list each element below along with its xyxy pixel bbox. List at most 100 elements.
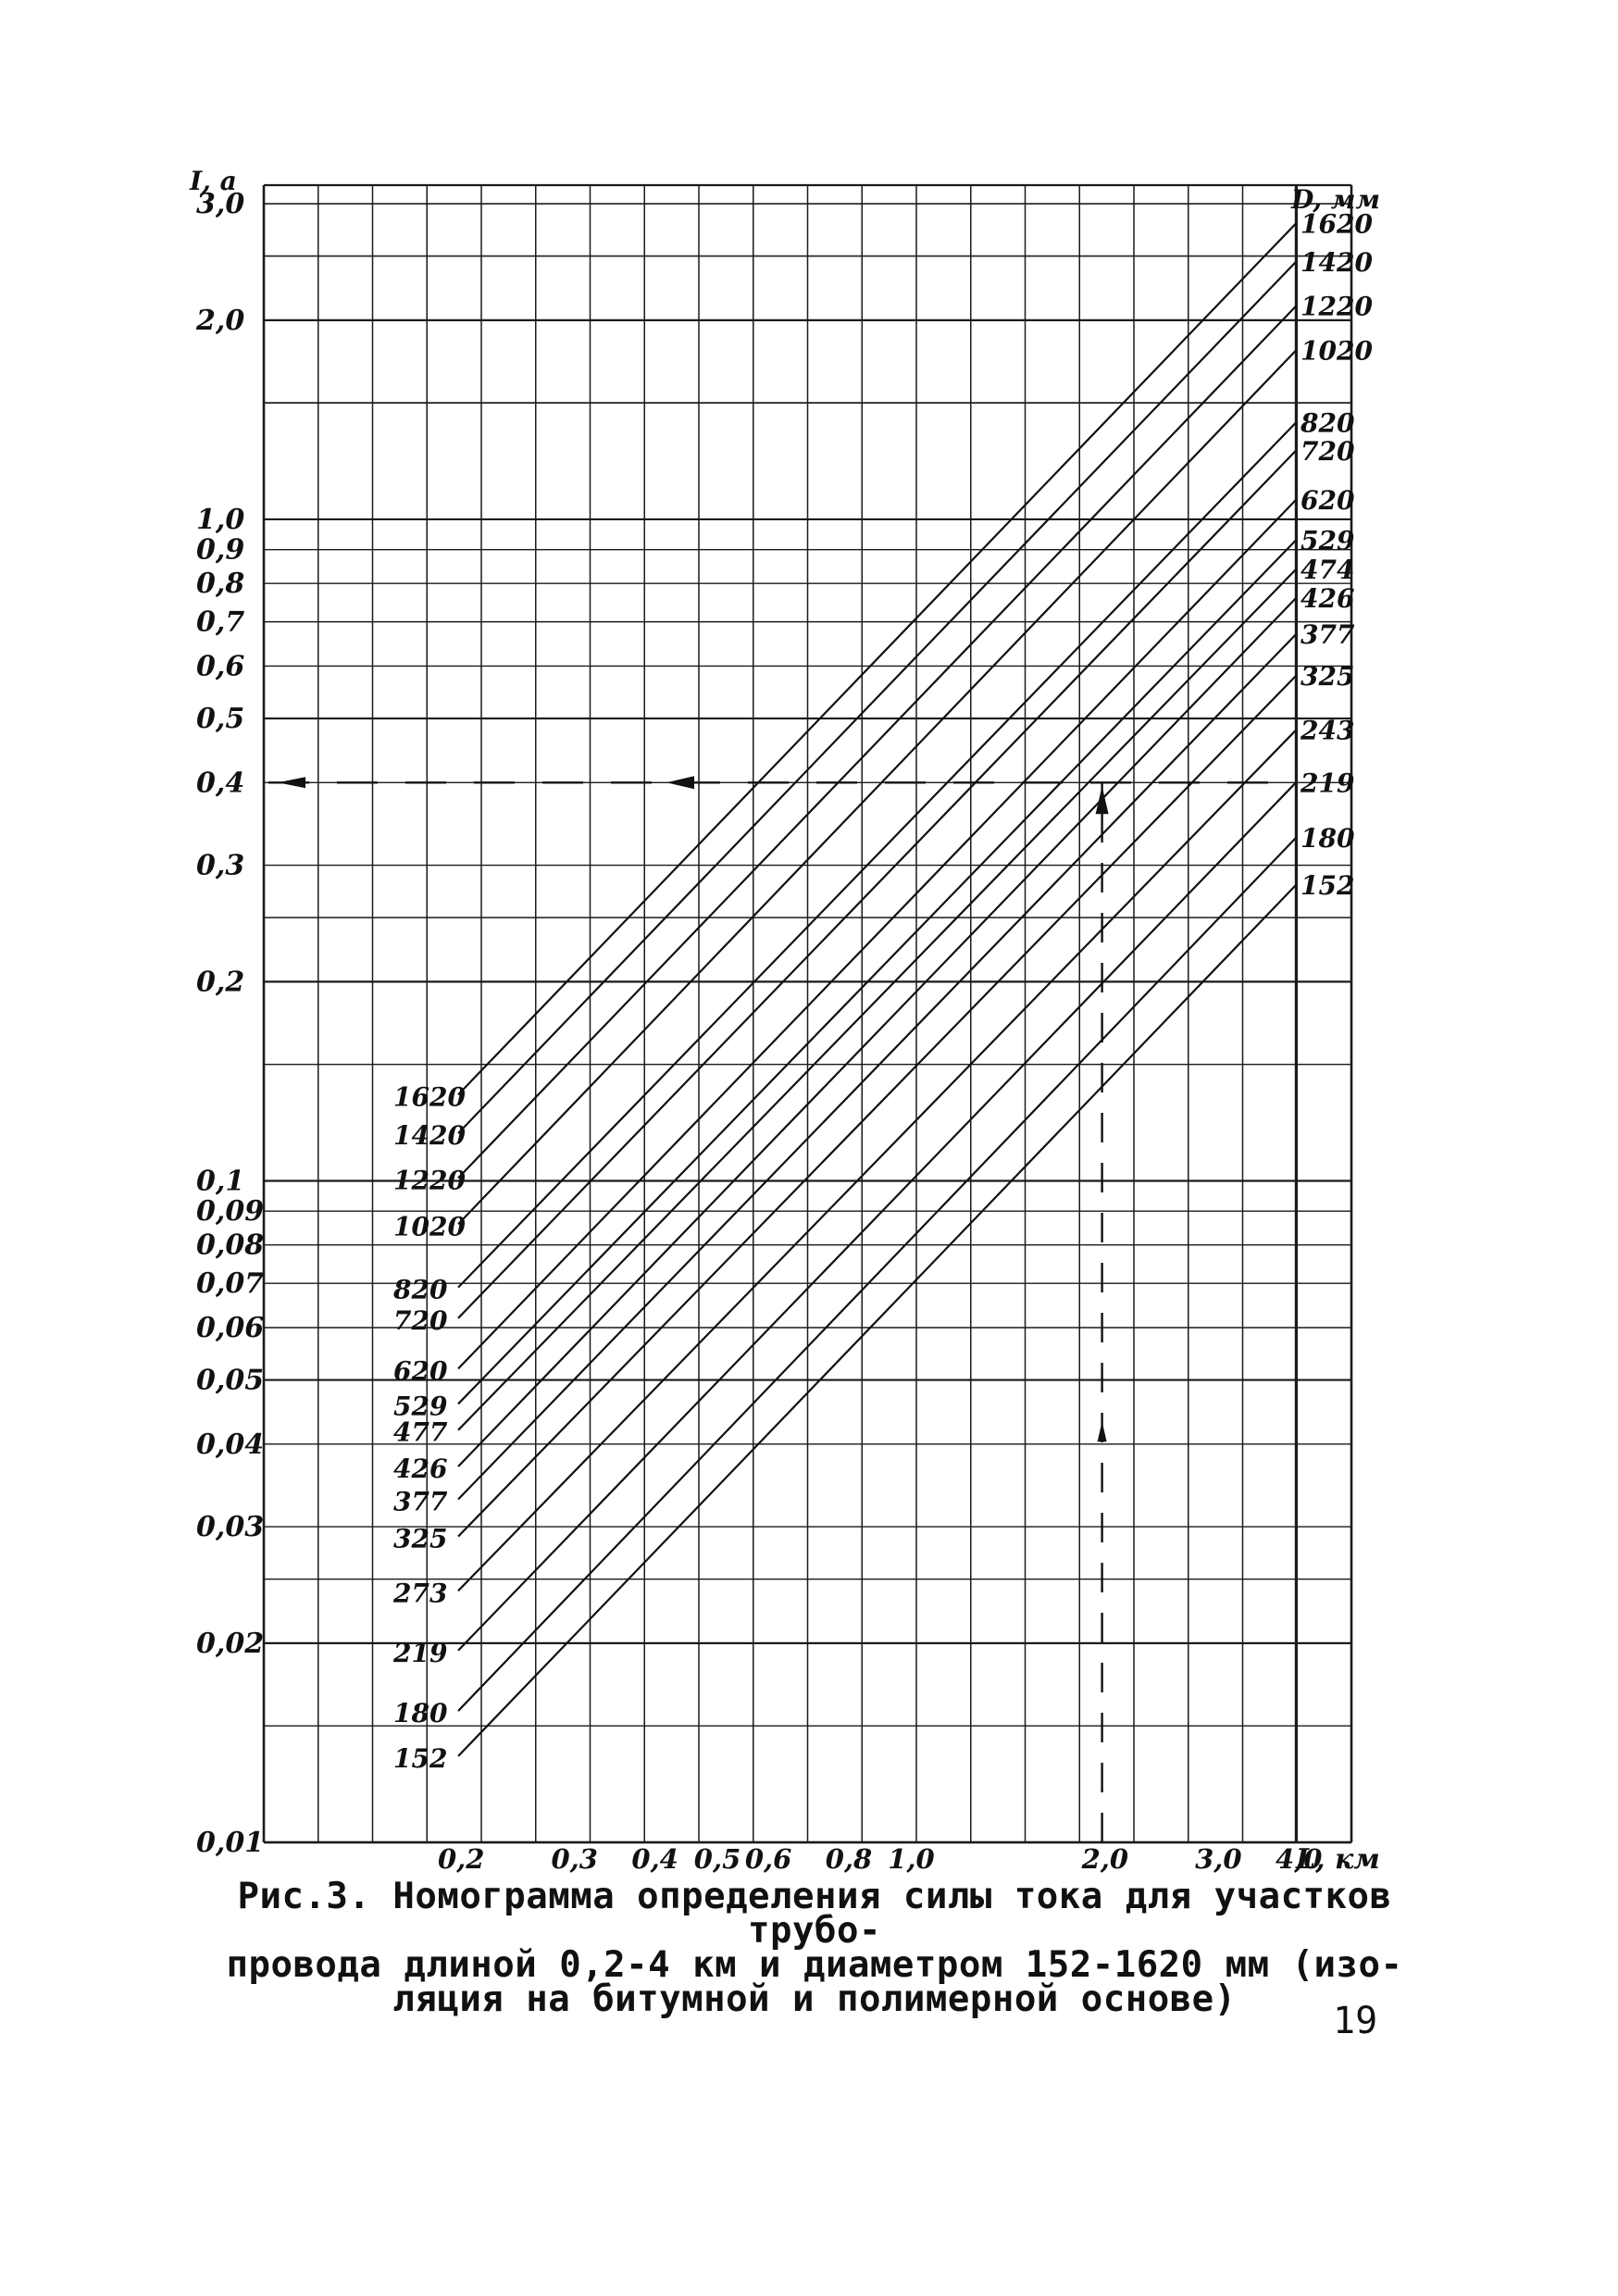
diameter-line-820 [457, 421, 1297, 1289]
y-tick-label: 0,4 [196, 767, 244, 799]
example-arrow-left-mid [666, 776, 694, 790]
caption-line-2: провода длиной 0,2-4 км и диаметром 152-… [226, 1944, 1403, 1986]
diameter-line-426 [457, 597, 1297, 1467]
example-arrow-left [278, 777, 305, 789]
y-tick-label: 0,01 [196, 1827, 264, 1859]
caption-line-1: Рис.3. Номограмма определения силы тока … [237, 1876, 1392, 1952]
diameter-line-474 [457, 568, 1297, 1431]
left-diameter-label: 620 [393, 1355, 448, 1386]
chart-frame [264, 183, 1351, 1844]
left-diameter-label: 477 [393, 1417, 448, 1448]
left-diameter-label: 152 [393, 1743, 447, 1774]
left-diameter-label: 720 [393, 1305, 448, 1336]
right-diameter-label: 219 [1300, 767, 1354, 798]
diameter-line-219 [457, 781, 1297, 1652]
y-tick-label: 0,2 [196, 966, 244, 998]
right-diameter-label: 1020 [1301, 336, 1373, 367]
page-number: 19 [1333, 2000, 1378, 2042]
y-tick-label: 0,03 [196, 1511, 264, 1543]
vertical-gridlines [262, 185, 1353, 1842]
y-tick-label: 0,04 [196, 1429, 264, 1461]
left-diameter-label: 325 [393, 1524, 447, 1554]
y-tick-label: 1,0 [196, 504, 244, 536]
x-tick-label: 2,0 [1081, 1843, 1128, 1875]
right-diameter-label: 325 [1301, 661, 1354, 692]
series-axis-label: D, мм [1290, 184, 1380, 215]
left-diameter-label: 820 [392, 1275, 448, 1305]
left-diameter-label: 1620 [393, 1081, 466, 1112]
y-tick-label: 0,8 [196, 568, 244, 600]
x-tick-label: 3,0 [1195, 1843, 1241, 1875]
diameter-line-1020 [457, 349, 1297, 1226]
diameter-line-152 [457, 884, 1297, 1757]
diameter-line-325 [457, 675, 1297, 1538]
right-diameter-label: 474 [1301, 555, 1354, 585]
left-diameter-label: 377 [393, 1487, 448, 1517]
left-diameter-label: 1220 [393, 1165, 466, 1195]
x-tick-label: 0,6 [745, 1843, 791, 1875]
diameter-line-377 [457, 633, 1297, 1501]
x-axis-label: L, км [1295, 1843, 1380, 1876]
diameter-line-529 [457, 539, 1297, 1405]
y-tick-label: 0,5 [196, 703, 244, 735]
diameter-lines [457, 222, 1297, 1757]
caption-line-3: ляция на битумной и полимерной основе) [392, 1978, 1237, 2020]
x-tick-labels: 0,2 0,3 0,4 0,5 0,6 0,8 1,0 2,0 3,0 4,0 [438, 1843, 1322, 1875]
example-arrow-up [1095, 786, 1109, 815]
y-tick-label: 0,1 [196, 1165, 244, 1197]
x-tick-label: 0,8 [826, 1843, 872, 1875]
y-tick-label: 0,6 [196, 650, 244, 682]
y-tick-label: 0,02 [196, 1628, 264, 1660]
figure-caption: Рис.3. Номограмма определения силы тока … [213, 1876, 1416, 2020]
y-tick-label: 3,0 [196, 188, 244, 220]
y-tick-label: 0,05 [196, 1365, 264, 1397]
diameter-line-1220 [457, 305, 1297, 1179]
y-tick-label: 0,3 [196, 850, 244, 882]
x-tick-label: 0,3 [551, 1843, 597, 1875]
x-tick-label: 0,5 [694, 1843, 741, 1875]
diameter-line-273 [457, 729, 1297, 1592]
y-tick-label: 0,08 [196, 1229, 264, 1262]
x-tick-label: 0,2 [438, 1843, 484, 1875]
y-tick-label: 0,07 [196, 1267, 264, 1300]
left-diameter-label: 529 [393, 1391, 447, 1421]
right-diameter-label: 1220 [1301, 292, 1373, 322]
right-diameter-label: 620 [1301, 485, 1355, 516]
diameter-line-720 [457, 450, 1297, 1319]
y-tick-label: 2,0 [195, 305, 244, 337]
right-diameter-label: 1420 [1301, 247, 1373, 278]
right-diameter-label: 426 [1301, 583, 1354, 614]
diameter-line-620 [457, 499, 1297, 1370]
left-diameter-label: 1420 [393, 1120, 466, 1151]
y-tick-label: 0,7 [196, 606, 244, 639]
y-tick-label: 0,09 [196, 1195, 264, 1228]
y-tick-labels: 3,0 2,0 1,00,90,8 0,7 0,6 0,5 0,4 0,3 0,2 0,10,09… [195, 188, 264, 1859]
right-diameter-label: 820 [1300, 408, 1355, 439]
x-tick-label: 1,0 [888, 1843, 934, 1875]
y-tick-label: 0,06 [196, 1312, 264, 1344]
right-diameter-label: 1620 [1301, 208, 1373, 239]
example-guide [268, 776, 1296, 1842]
left-diameter-label: 219 [392, 1638, 447, 1668]
right-diameter-label: 720 [1301, 436, 1355, 467]
example-arrow-up-lower [1097, 1421, 1107, 1442]
nomogram-chart: 3,02,01,00,90,80,70,60,50,40,30,20,10,09… [189, 166, 1380, 1876]
left-diameter-label: 180 [393, 1698, 448, 1728]
y-axis-label: I, a [189, 166, 237, 196]
left-diameter-label: 426 [393, 1454, 447, 1484]
diameter-line-180 [457, 837, 1297, 1712]
y-tick-label: 0,9 [196, 534, 244, 567]
right-diameter-label: 180 [1301, 823, 1355, 854]
right-diameter-label: 243 [1300, 716, 1354, 746]
left-diameter-label: 273 [392, 1578, 447, 1608]
right-diameter-label: 377 [1301, 619, 1355, 650]
diameter-line-1420 [457, 261, 1297, 1134]
right-diameter-label: 152 [1301, 870, 1354, 901]
x-tick-label: 0,4 [631, 1843, 678, 1875]
right-diameter-label: 529 [1301, 525, 1354, 555]
x-tick-label: 4,0 [1276, 1843, 1322, 1875]
left-diameter-label: 1020 [393, 1211, 466, 1242]
diameter-line-1620 [457, 222, 1297, 1096]
